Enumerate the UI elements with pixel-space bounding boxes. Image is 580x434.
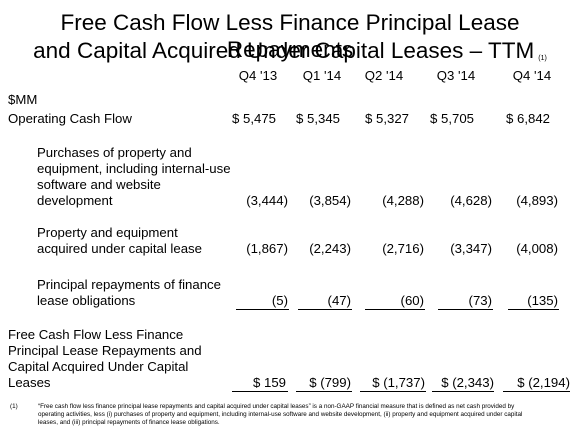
row-label-principal-repayments: Principal repayments of finance lease ob… (37, 277, 221, 308)
principal-q4-13: (5) (271, 293, 288, 308)
total-q4-13: $ 159 (252, 375, 286, 390)
capital-lease-q4-14: (4,008) (516, 241, 558, 256)
total-q3-14: $ (2,343) (441, 375, 494, 390)
purchases-q4-14: (4,893) (516, 193, 558, 208)
slide-title-line-1: Free Cash Flow Less Finance Principal Le… (60, 10, 520, 62)
ocf-q4-14: $ 6,842 (506, 111, 550, 126)
slide-title-line-2-text: and Capital Acquired Under Capital Lease… (33, 38, 535, 63)
purchases-q1-14: (3,854) (309, 193, 351, 208)
period-header-q1-14: Q1 '14 (302, 68, 342, 83)
total-underline-q1-14 (296, 391, 352, 392)
ocf-q2-14: $ 5,327 (365, 111, 409, 126)
subtotal-underline-q3-14 (438, 309, 493, 310)
total-underline-q2-14 (360, 391, 426, 392)
total-q4-14: $ (2,194) (517, 375, 570, 390)
period-header-q2-14: Q2 '14 (364, 68, 404, 83)
footnote-number: (1) (10, 403, 18, 410)
ocf-q1-14: $ 5,345 (296, 111, 340, 126)
period-header-q4-13: Q4 '13 (238, 68, 278, 83)
subtotal-underline-q1-14 (298, 309, 352, 310)
row-label-operating-cash-flow: Operating Cash Flow (8, 111, 132, 126)
subtotal-underline-q2-14 (365, 309, 425, 310)
unit-label: $MM (8, 92, 38, 107)
purchases-q4-13: (3,444) (246, 193, 288, 208)
purchases-q2-14: (4,288) (382, 193, 424, 208)
principal-q3-14: (73) (468, 293, 492, 308)
period-header-q4-14: Q4 '14 (512, 68, 552, 83)
capital-lease-q4-13: (1,867) (246, 241, 288, 256)
total-underline-q4-13 (232, 391, 288, 392)
total-underline-q3-14 (432, 391, 494, 392)
period-header-q3-14: Q3 '14 (436, 68, 476, 83)
capital-lease-q2-14: (2,716) (382, 241, 424, 256)
total-q2-14: $ (1,737) (372, 375, 425, 390)
subtotal-underline-q4-14 (508, 309, 559, 310)
subtotal-underline-q4-13 (236, 309, 289, 310)
row-label-total: Free Cash Flow Less Finance Principal Le… (8, 327, 202, 390)
row-label-purchases: Purchases of property and equipment, inc… (37, 145, 231, 208)
purchases-q3-14: (4,628) (450, 193, 492, 208)
principal-q4-14: (135) (527, 293, 558, 308)
row-label-capital-lease: Property and equipment acquired under ca… (37, 225, 202, 256)
principal-q2-14: (60) (400, 293, 424, 308)
capital-lease-q1-14: (2,243) (309, 241, 351, 256)
total-q1-14: $ (799) (309, 375, 351, 390)
principal-q1-14: (47) (327, 293, 351, 308)
footnote-text: “Free cash flow less finance principal l… (38, 403, 523, 426)
ocf-q3-14: $ 5,705 (430, 111, 474, 126)
capital-lease-q3-14: (3,347) (450, 241, 492, 256)
total-underline-q4-14 (503, 391, 570, 392)
ocf-q4-13: $ 5,475 (232, 111, 276, 126)
footnote-reference: (1) (538, 55, 547, 62)
slide-title-line-2: and Capital Acquired Under Capital Lease… (0, 37, 580, 70)
